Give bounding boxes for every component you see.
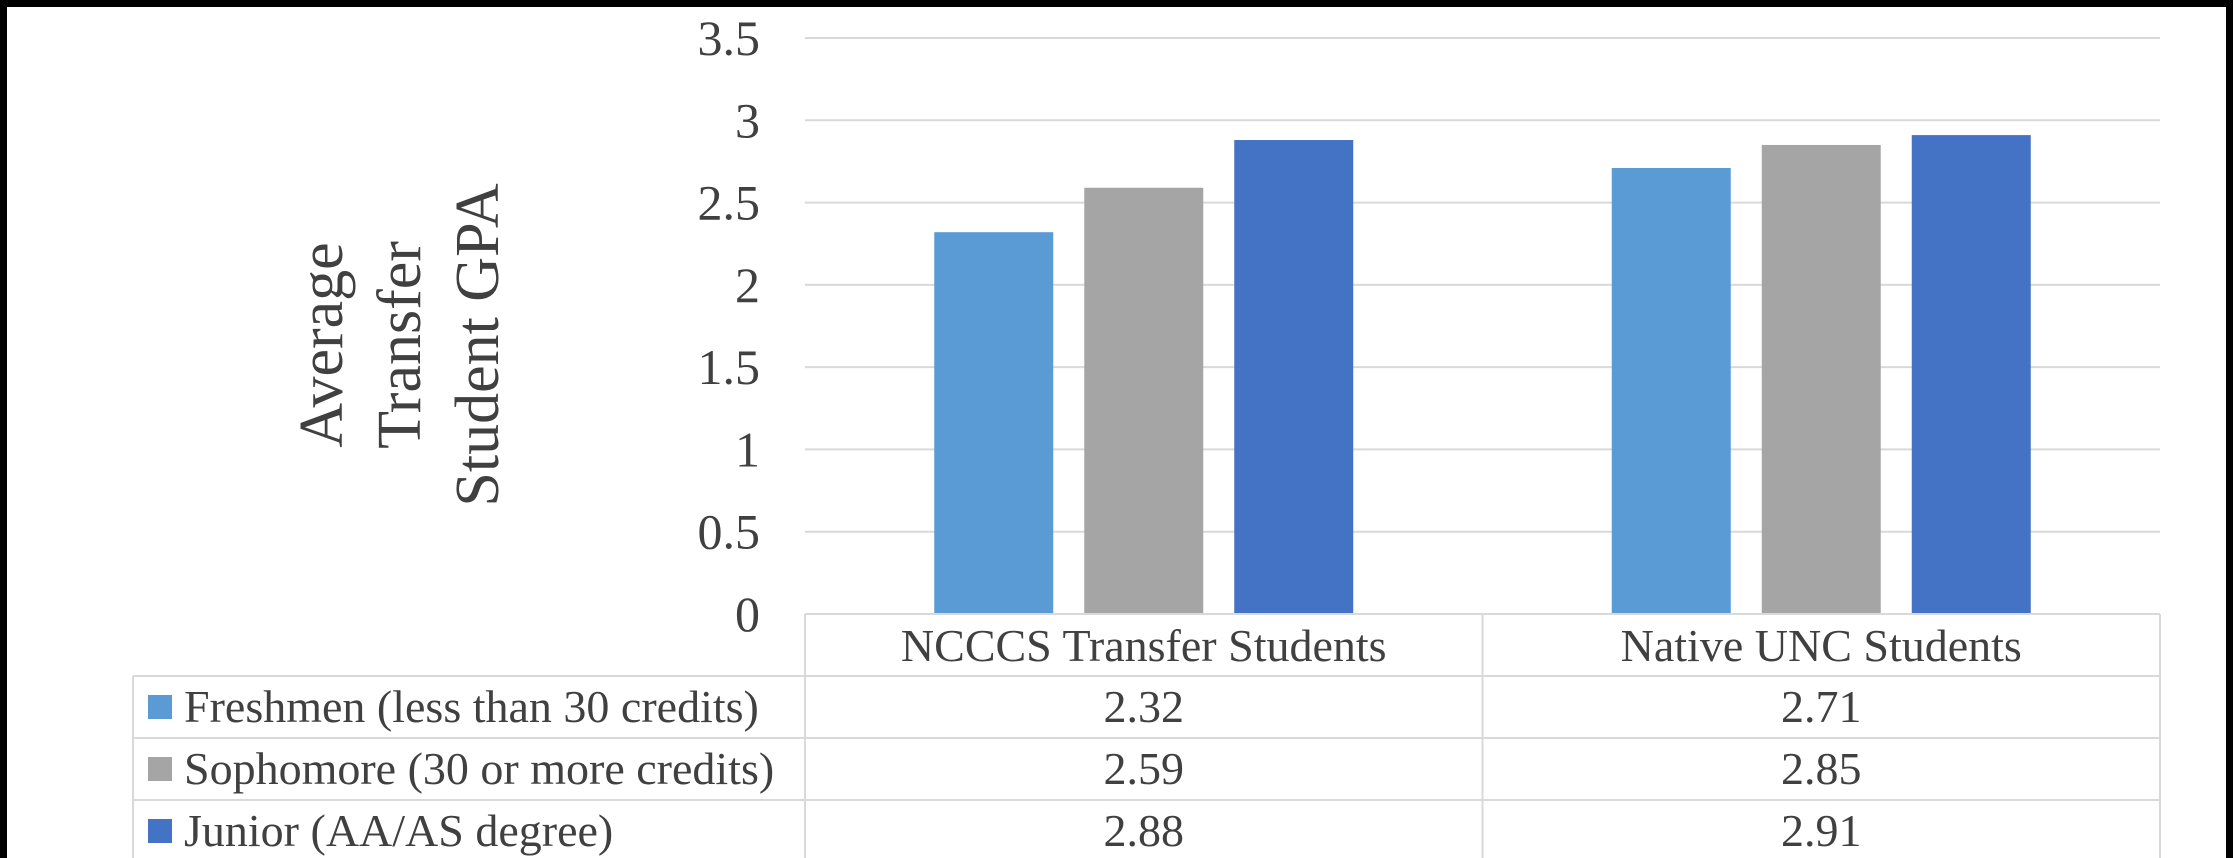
series-label: Junior (AA/AS degree) <box>184 805 613 856</box>
y-tick-label: 0 <box>735 586 760 642</box>
bar <box>1912 135 2031 614</box>
data-value-label: 2.32 <box>1104 681 1185 732</box>
y-axis-ticks: 0 0.5 1 1.5 2 2.5 3 3.5 <box>698 10 761 642</box>
y-axis-label-line: Average <box>288 242 356 447</box>
bar <box>1612 168 1731 614</box>
y-axis-label-line: Student GPA <box>444 183 512 507</box>
bar <box>934 232 1053 614</box>
legend-swatch <box>148 757 172 781</box>
y-axis-label: Average Transfer Student GPA <box>288 183 512 507</box>
bars <box>934 135 2031 614</box>
data-value-label: 2.91 <box>1781 805 1862 856</box>
y-tick-label: 2 <box>735 257 760 313</box>
data-value-label: 2.59 <box>1104 743 1185 794</box>
legend-swatch <box>148 819 172 843</box>
y-tick-label: 2.5 <box>698 175 761 231</box>
y-tick-label: 3 <box>735 92 760 148</box>
series-label: Sophomore (30 or more credits) <box>184 743 774 794</box>
series-label: Freshmen (less than 30 credits) <box>184 681 759 732</box>
data-value-label: 2.88 <box>1104 805 1185 856</box>
category-label: NCCCS Transfer Students <box>901 620 1387 671</box>
y-axis-label-line: Transfer <box>366 241 434 449</box>
data-table: NCCCS Transfer Students Native UNC Studen… <box>133 614 2160 858</box>
bar <box>1084 188 1203 614</box>
data-value-label: 2.85 <box>1781 743 1862 794</box>
y-tick-label: 1.5 <box>698 339 761 395</box>
bar <box>1234 140 1353 614</box>
category-label: Native UNC Students <box>1621 620 2022 671</box>
y-tick-label: 3.5 <box>698 10 761 66</box>
y-tick-label: 0.5 <box>698 504 761 560</box>
data-value-label: 2.71 <box>1781 681 1862 732</box>
bar <box>1762 145 1881 614</box>
legend-swatch <box>148 695 172 719</box>
y-tick-label: 1 <box>735 421 760 477</box>
